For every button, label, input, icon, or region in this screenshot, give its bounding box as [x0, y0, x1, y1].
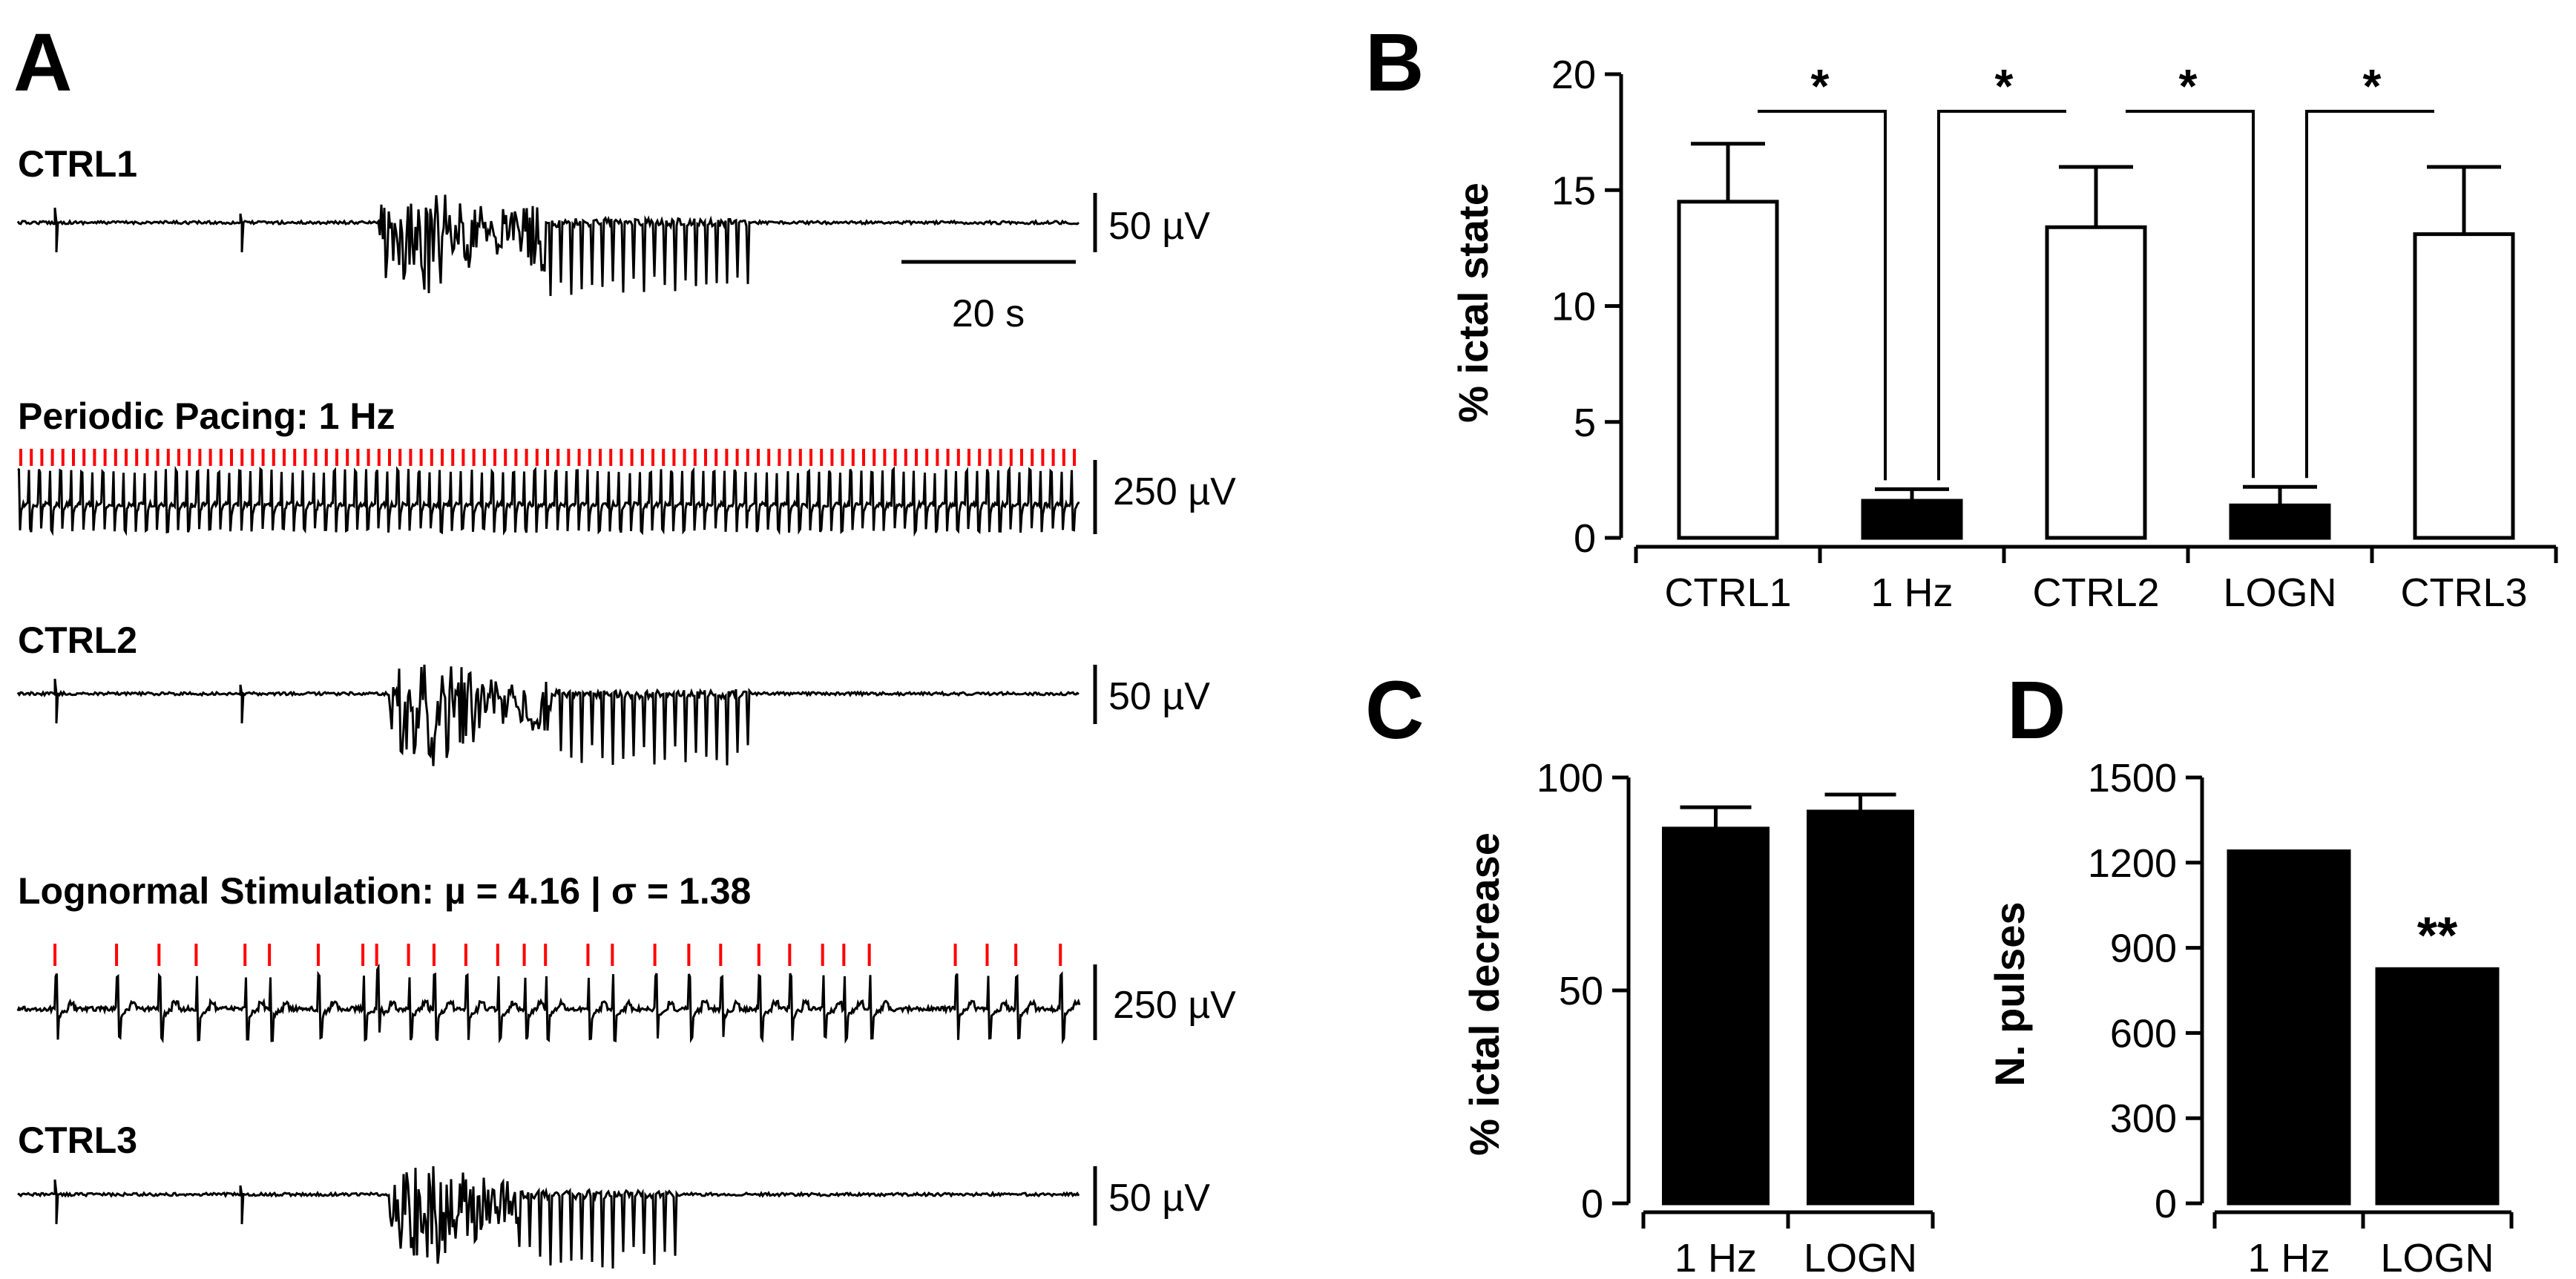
significance-label: *: [2179, 59, 2198, 113]
eeg-trace-lognormal: [16, 963, 1081, 1045]
bar: [2229, 503, 2331, 540]
trace-label-periodic: Periodic Pacing: 1 Hz: [18, 395, 395, 437]
y-tick-label: 15: [1551, 168, 1596, 213]
y-tick-label: 1500: [2088, 756, 2177, 800]
y-tick-label: 0: [1574, 516, 1596, 561]
scale-label-periodic: 250 µV: [1113, 470, 1236, 513]
trace-label-ctrl3: CTRL3: [18, 1119, 137, 1161]
x-tick-label: LOGN: [1804, 1236, 1917, 1279]
bar: [2227, 849, 2351, 1206]
x-tick-label: 1 Hz: [1870, 571, 1953, 615]
panel-d-letter: D: [2007, 665, 2066, 756]
x-tick-label: 1 Hz: [1675, 1236, 1757, 1279]
y-tick-label: 0: [2155, 1182, 2177, 1226]
significance-bracket: [1758, 110, 1887, 481]
y-tick-label: 1200: [2088, 841, 2177, 886]
significance-bracket: [2126, 110, 2255, 479]
y-tick-label: 0: [1581, 1182, 1603, 1226]
bar: [1861, 499, 1963, 540]
panel-d-ylabel: N. pulses: [1986, 902, 2033, 1087]
scale-label-ctrl1: 50 µV: [1108, 205, 1210, 248]
significance-label: *: [1811, 59, 1830, 113]
trace-label-ctrl1: CTRL1: [18, 143, 137, 185]
panel-b-chart: B % ictal state 0 5 10 15 20 CTRL1 1 Hz CTRL2 LO…: [1365, 17, 2558, 615]
eeg-trace-ctrl3: [17, 1165, 1080, 1269]
scale-label-lognormal: 250 µV: [1113, 984, 1236, 1027]
significance-label: **: [2417, 906, 2458, 964]
y-tick-label: 5: [1574, 401, 1596, 445]
trace-label-lognormal: Lognormal Stimulation: µ = 4.16 | σ = 1.…: [18, 870, 751, 913]
x-tick-label: 1 Hz: [2247, 1236, 2330, 1279]
y-tick-label: 300: [2110, 1096, 2177, 1141]
significance-bracket: [1937, 110, 2066, 481]
y-tick-label: 20: [1551, 53, 1596, 97]
significance-label: *: [1995, 59, 2014, 113]
scale-label-ctrl3: 50 µV: [1108, 1177, 1210, 1220]
bar: [2045, 225, 2147, 540]
panel-c-letter: C: [1365, 665, 1424, 756]
y-tick-label: 600: [2110, 1011, 2177, 1056]
x-tick-label: CTRL1: [1664, 571, 1791, 615]
time-scale-label: 20 s: [952, 292, 1025, 335]
y-tick-label: 50: [1559, 969, 1603, 1013]
eeg-trace-ctrl2: [16, 664, 1080, 766]
y-tick-label: 900: [2110, 927, 2177, 971]
significance-bracket: [2305, 110, 2434, 479]
eeg-trace-periodic: [17, 464, 1080, 537]
bar: [2413, 232, 2515, 540]
panel-b-letter: B: [1365, 17, 1424, 108]
panel-d-chart: D N. pulses 0 300 600 900 1200 1500 1 Hz LOGN *…: [1986, 665, 2514, 1279]
bar: [2375, 967, 2500, 1206]
eeg-trace-ctrl1: [16, 194, 1080, 297]
scale-label-ctrl2: 50 µV: [1108, 675, 1210, 718]
panel-b-ylabel: % ictal state: [1450, 183, 1496, 423]
stim-markers-lognormal: [53, 944, 1062, 966]
panel-c-chart: C % ictal decrease 0 50 100 1 Hz LOGN: [1365, 665, 1935, 1279]
bar: [1662, 826, 1770, 1206]
trace-label-ctrl2: CTRL2: [18, 619, 137, 661]
x-tick-label: LOGN: [2223, 571, 2336, 615]
panel-a: A CTRL1 Periodic Pacing: 1 Hz CTRL2 Logn…: [13, 17, 1236, 1269]
y-tick-label: 100: [1537, 756, 1603, 800]
bar: [1807, 809, 1914, 1206]
stim-markers-periodic: [19, 449, 1076, 466]
bar: [1677, 200, 1779, 540]
x-tick-label: CTRL3: [2400, 571, 2527, 615]
y-tick-label: 10: [1551, 285, 1596, 329]
significance-label: *: [2363, 59, 2382, 113]
panel-c-ylabel: % ictal decrease: [1461, 832, 1508, 1156]
x-tick-label: LOGN: [2380, 1236, 2494, 1279]
panel-a-letter: A: [13, 17, 72, 108]
x-tick-label: CTRL2: [2032, 571, 2159, 615]
